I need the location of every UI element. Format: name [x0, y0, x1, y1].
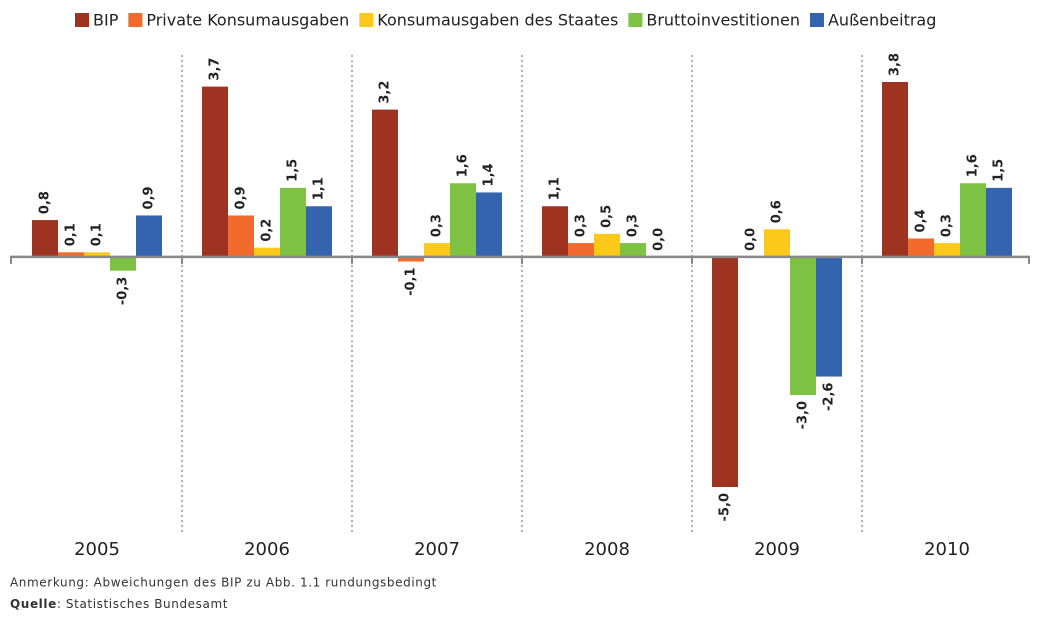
- bar: [934, 243, 960, 257]
- note: Anmerkung: Abweichungen des BIP zu Abb. …: [10, 576, 437, 590]
- bar: [450, 183, 476, 257]
- legend-label: Private Konsumausgaben: [146, 11, 349, 30]
- value-label: 0,9: [234, 186, 249, 209]
- value-label: 0,3: [626, 214, 641, 237]
- legend-swatch: [628, 13, 643, 27]
- x-tick-label: 2005: [74, 539, 120, 560]
- legend-label: Außenbeitrag: [828, 11, 936, 30]
- legend-swatch: [809, 13, 824, 27]
- bar: [594, 233, 620, 257]
- bar: [960, 183, 986, 257]
- value-label: 0,0: [652, 228, 667, 251]
- value-label: 3,8: [888, 53, 903, 76]
- bar: [136, 215, 162, 257]
- bar: [476, 192, 502, 257]
- legend-label: Konsumausgaben des Staates: [377, 11, 618, 30]
- x-tick-label: 2008: [584, 539, 630, 560]
- value-label: 0,6: [770, 200, 785, 223]
- legend-label: Bruttoinvestitionen: [646, 11, 800, 30]
- value-label: 1,1: [312, 177, 327, 200]
- bar: [228, 215, 254, 257]
- value-label: 3,7: [208, 58, 223, 81]
- source-label: Quelle: [10, 597, 57, 611]
- value-label: 0,3: [940, 214, 955, 237]
- value-label: 1,6: [966, 154, 981, 177]
- bar: [32, 220, 58, 257]
- legend-swatch: [359, 13, 374, 27]
- bar: [986, 187, 1012, 257]
- value-label: 1,5: [992, 159, 1007, 182]
- bar: [568, 243, 594, 257]
- value-label: -0,1: [404, 267, 419, 295]
- legend-swatch: [75, 13, 89, 27]
- x-tick-label: 2009: [754, 539, 800, 560]
- value-label: 0,2: [260, 219, 275, 242]
- value-label: 1,6: [456, 154, 471, 177]
- bar: [712, 256, 738, 487]
- value-label: 0,0: [744, 228, 759, 251]
- bar: [764, 229, 790, 257]
- value-label: 1,5: [286, 159, 301, 182]
- value-label: 0,1: [64, 223, 79, 246]
- value-label: 0,8: [38, 191, 53, 214]
- bar: [882, 82, 908, 257]
- value-label: 0,3: [574, 214, 589, 237]
- value-label: -2,6: [822, 383, 837, 411]
- value-label: -0,3: [116, 277, 131, 305]
- value-label: 0,9: [142, 186, 157, 209]
- source-text: : Statistisches Bundesamt: [57, 597, 228, 611]
- value-label: 1,1: [548, 177, 563, 200]
- bar: [202, 86, 228, 257]
- bar: [280, 187, 306, 257]
- bar: [908, 238, 934, 257]
- bar: [620, 243, 646, 257]
- bar: [58, 252, 84, 257]
- bar: [306, 206, 332, 257]
- value-label: -5,0: [718, 493, 733, 521]
- bar: [790, 256, 816, 395]
- bar: [424, 243, 450, 257]
- x-tick-label: 2007: [414, 539, 460, 560]
- bar: [542, 206, 568, 257]
- bar: [398, 256, 424, 262]
- value-label: 1,4: [482, 163, 497, 186]
- legend-swatch: [128, 13, 143, 27]
- value-label: -3,0: [796, 401, 811, 429]
- bar: [110, 256, 136, 271]
- value-label: 0,4: [914, 209, 929, 232]
- bar: [372, 109, 398, 257]
- value-label: 0,3: [430, 214, 445, 237]
- legend-label: BIP: [93, 11, 119, 30]
- x-tick-label: 2006: [244, 539, 290, 560]
- bar: [254, 247, 280, 257]
- source: Quelle: Statistisches Bundesamt: [10, 597, 228, 611]
- value-label: 0,5: [600, 205, 615, 228]
- x-tick-label: 2010: [924, 539, 970, 560]
- value-label: 0,1: [90, 223, 105, 246]
- bar: [84, 252, 110, 257]
- bar: [816, 256, 842, 377]
- value-label: 3,2: [378, 81, 393, 104]
